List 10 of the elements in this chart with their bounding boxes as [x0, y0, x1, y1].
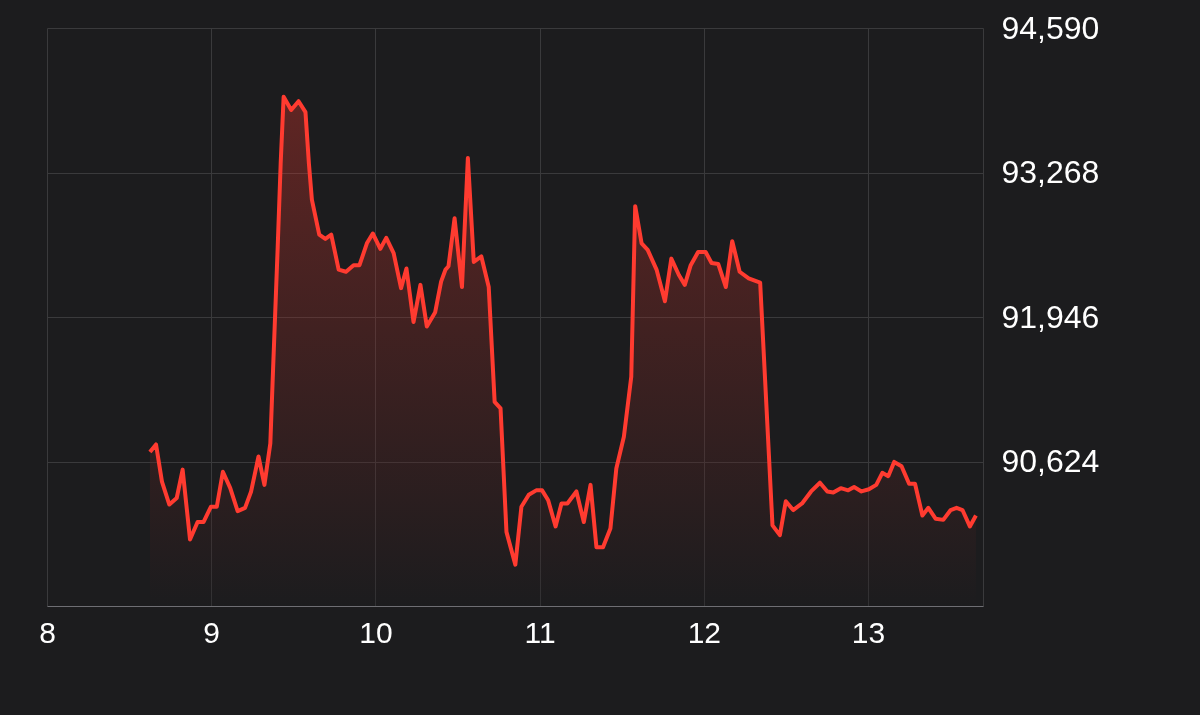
x-tick-label: 10	[359, 615, 393, 649]
x-tick-label: 8	[39, 615, 56, 649]
x-tick-label: 9	[203, 615, 221, 649]
y-tick-label: 90,624	[1001, 443, 1100, 479]
y-tick-label: 94,590	[1001, 9, 1100, 46]
x-tick-label: 12	[687, 615, 722, 649]
x-tick-label: 13	[851, 615, 886, 649]
y-tick-label: 93,268	[1001, 154, 1100, 190]
y-tick-label: 91,946	[1001, 298, 1100, 335]
x-tick-label: 11	[524, 615, 556, 649]
